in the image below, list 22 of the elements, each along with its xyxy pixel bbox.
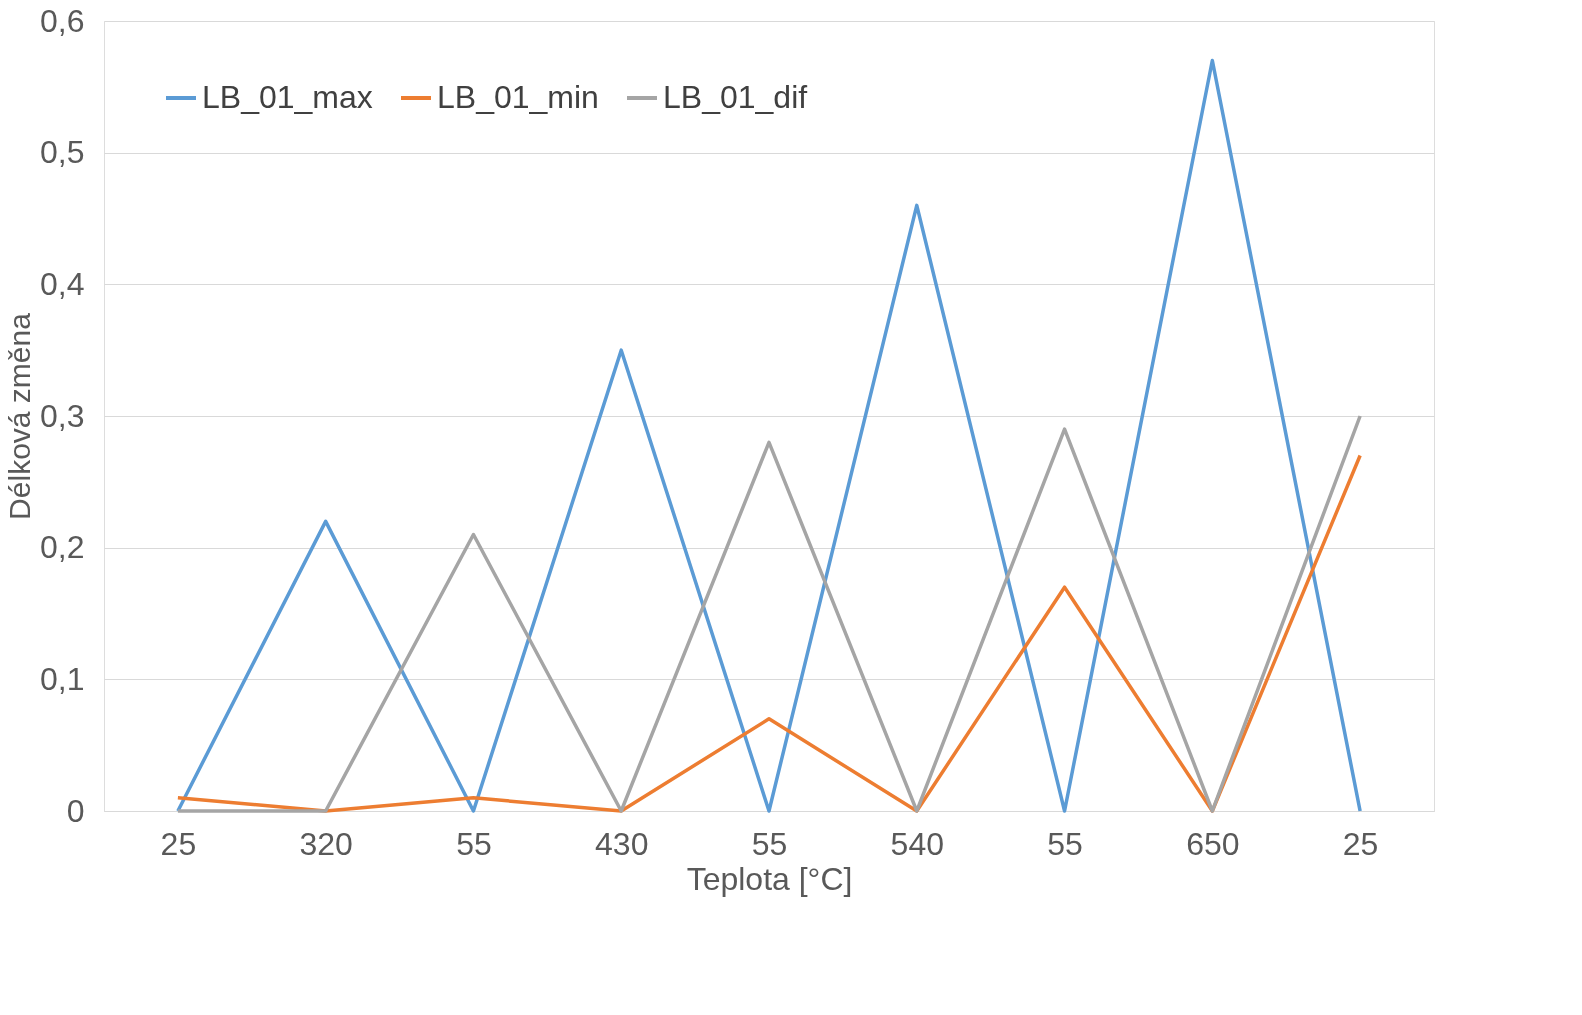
y-tick-label: 0,5 [40, 134, 85, 171]
x-tick-label: 55 [751, 825, 788, 862]
line-series [176, 58, 1362, 813]
x-tick-label: 55 [456, 825, 492, 862]
y-tick-label: 0,3 [40, 397, 85, 434]
x-tick-label: 540 [890, 825, 944, 862]
legend-label: LB_01_min [437, 79, 599, 115]
legend-label: LB_01_dif [663, 79, 808, 115]
x-axis-title: Teplota [°C] [686, 860, 853, 897]
y-tick-label: 0,6 [40, 2, 85, 39]
x-tick-label: 430 [595, 825, 649, 862]
y-tick-label: 0,2 [40, 529, 85, 566]
y-tick-label: 0,4 [40, 265, 85, 302]
x-tick-label: 25 [160, 825, 197, 862]
x-tick-label: 650 [1186, 825, 1240, 862]
x-tick-label: 55 [1047, 825, 1083, 862]
x-tick-label: 320 [299, 825, 353, 862]
y-tick-label: 0,1 [40, 660, 85, 697]
x-tick-label: 25 [1342, 825, 1379, 862]
y-tick-label: 0 [66, 792, 85, 829]
y-axis-title: Délková změna [3, 312, 37, 520]
legend-label: LB_01_max [202, 79, 373, 115]
